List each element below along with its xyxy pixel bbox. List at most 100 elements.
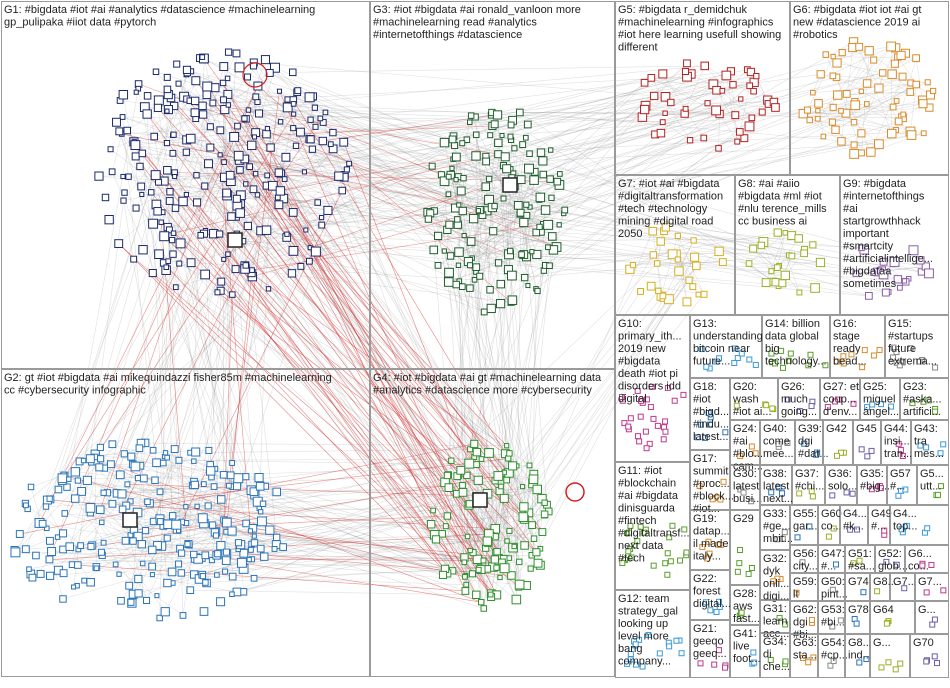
node	[881, 527, 888, 534]
edge	[296, 91, 527, 258]
group-label: company...	[618, 656, 671, 668]
edge	[777, 232, 800, 293]
edge	[266, 148, 334, 231]
group-label: ready	[833, 343, 861, 355]
group-box	[370, 369, 615, 677]
node	[658, 69, 668, 79]
node	[85, 503, 96, 513]
edge	[660, 235, 679, 297]
group-label: pint...	[821, 589, 848, 601]
edge	[237, 125, 459, 178]
group-box	[778, 378, 820, 420]
group-label: foot...	[733, 653, 761, 665]
node	[533, 558, 543, 568]
node	[803, 106, 812, 114]
group-label: G30:	[733, 468, 757, 480]
edge	[471, 179, 535, 259]
edge	[519, 112, 879, 145]
edge	[94, 456, 275, 550]
node	[507, 247, 514, 255]
node	[442, 523, 449, 530]
node	[782, 230, 788, 236]
group-label: #startups	[888, 331, 934, 343]
node	[890, 344, 897, 351]
group-label: onli...	[763, 578, 789, 590]
edge	[448, 251, 532, 283]
node	[243, 181, 249, 187]
edge	[121, 133, 459, 206]
node	[784, 439, 791, 446]
node	[519, 217, 529, 228]
node	[650, 91, 659, 101]
node	[183, 191, 189, 198]
node	[695, 291, 702, 298]
edge	[516, 179, 522, 600]
edge	[78, 475, 499, 550]
node	[861, 347, 868, 354]
node	[493, 547, 501, 556]
node	[621, 420, 628, 427]
node	[59, 545, 67, 554]
node	[909, 400, 916, 407]
group-box	[818, 634, 845, 678]
node	[704, 555, 711, 562]
node	[692, 261, 701, 271]
group-label: G60	[821, 508, 842, 520]
node	[674, 256, 681, 263]
node	[198, 110, 208, 119]
node	[500, 195, 507, 202]
node	[446, 252, 455, 260]
edge	[107, 195, 242, 493]
node	[322, 109, 329, 116]
edge	[200, 210, 463, 236]
group-label: G2: gt #iot #bigdata #ai mikequindazzi f…	[4, 372, 332, 384]
edge	[322, 114, 492, 142]
edge	[252, 210, 479, 277]
node	[308, 145, 317, 153]
edge	[124, 192, 443, 535]
group-box	[1, 1, 370, 369]
group-label: #sa...	[848, 561, 875, 573]
node	[159, 459, 167, 467]
node	[532, 484, 542, 495]
edge	[166, 266, 482, 570]
node	[288, 246, 299, 256]
node	[920, 130, 927, 137]
node	[885, 659, 892, 666]
edge	[501, 135, 523, 487]
node	[829, 492, 836, 499]
node	[129, 537, 137, 545]
node	[217, 152, 223, 158]
node	[508, 461, 518, 471]
edge	[513, 98, 741, 184]
node	[738, 350, 745, 357]
node	[864, 404, 871, 411]
node	[468, 213, 479, 224]
edge	[232, 136, 258, 195]
node	[430, 507, 436, 514]
node	[519, 502, 529, 512]
node	[424, 215, 433, 223]
edge	[514, 50, 870, 149]
edge	[73, 192, 125, 588]
edge	[629, 240, 694, 270]
node	[463, 581, 470, 588]
group-box	[760, 505, 790, 550]
node	[318, 136, 328, 146]
edge	[521, 252, 805, 255]
edge	[304, 148, 334, 173]
node	[254, 192, 261, 198]
node	[548, 232, 557, 241]
node	[266, 143, 275, 152]
group-box	[875, 545, 905, 573]
node	[700, 61, 710, 71]
edge	[206, 94, 492, 208]
node	[737, 453, 744, 460]
edge	[855, 273, 898, 280]
node	[850, 400, 857, 407]
node	[856, 557, 863, 564]
group-label: G25:	[863, 381, 887, 393]
edge	[845, 107, 930, 114]
edge	[656, 231, 665, 264]
edge	[172, 158, 454, 241]
